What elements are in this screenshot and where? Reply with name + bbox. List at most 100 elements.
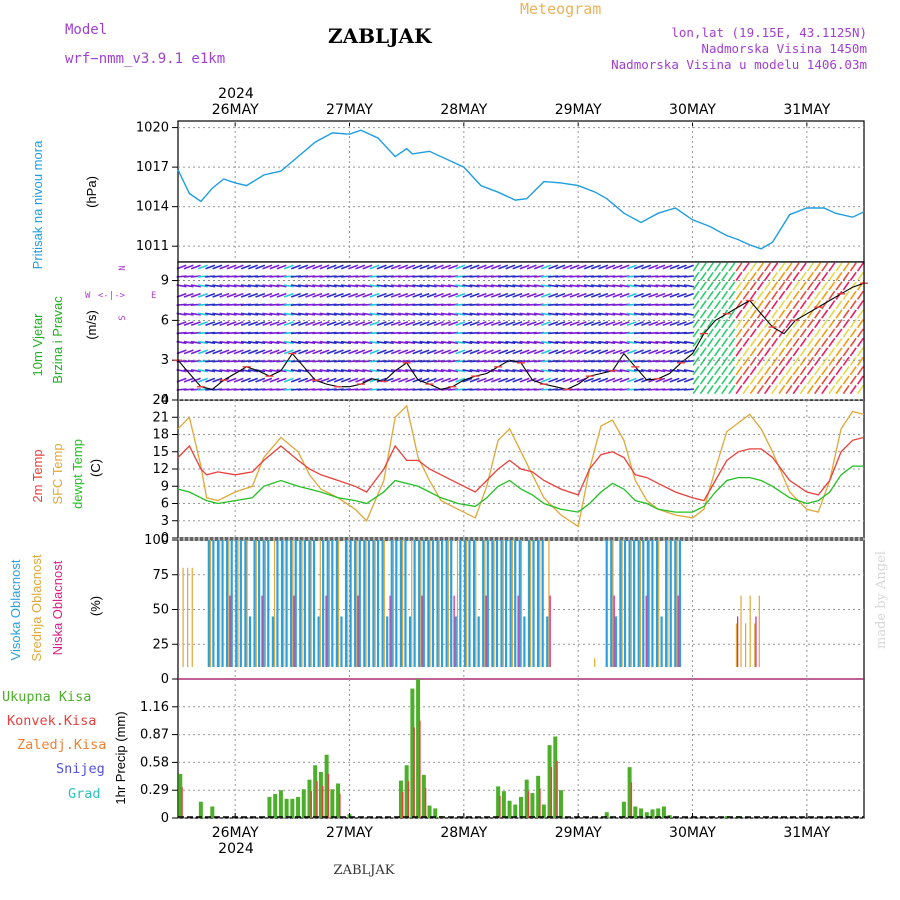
wind-barb (749, 366, 757, 376)
wind-barb (305, 292, 316, 298)
cloud-high-bar (212, 540, 215, 667)
wind-barb (735, 271, 743, 281)
wind-barb (526, 264, 537, 270)
precip-conv-bar (539, 788, 541, 818)
wind-barb (519, 292, 530, 298)
wind-barb (828, 385, 836, 395)
wind-barb (240, 321, 251, 327)
cloud-high-bar (276, 540, 279, 667)
wind-barb (269, 321, 280, 327)
compass-e: E (151, 291, 156, 301)
wind-barb (426, 292, 437, 298)
wind-barb (640, 312, 652, 316)
wind-barb (806, 328, 814, 338)
wind-barb (183, 292, 194, 298)
wind-barb (828, 328, 836, 338)
wind-barb (333, 349, 344, 355)
wind-barb (756, 281, 764, 291)
wind-barb (512, 349, 523, 355)
wind-barb (641, 264, 652, 270)
wind-barb (806, 300, 814, 310)
wind-barb (806, 290, 814, 300)
wind-barb (233, 264, 244, 270)
wind-title-1: 10m Vjetar (30, 313, 45, 377)
wind-barb (749, 319, 757, 329)
precip-bar (627, 767, 632, 818)
wind-barb (555, 264, 566, 270)
wind-barb (721, 385, 729, 395)
wind-barb (247, 284, 259, 288)
wind-barb (835, 262, 843, 272)
wind-barb (764, 375, 772, 385)
wind-barb (455, 349, 466, 355)
wind-barb (605, 312, 616, 316)
cloud-high-bar (258, 540, 261, 667)
wind-barb (849, 319, 857, 329)
wind-barb (398, 264, 409, 270)
precip-bar (273, 794, 278, 818)
wind-barb (713, 385, 722, 395)
cloud-high-bar (303, 540, 306, 667)
wind-barb (340, 312, 352, 316)
wind-barb (590, 340, 602, 345)
wind-barb (612, 312, 623, 316)
wind-barb (333, 292, 344, 298)
wind-barb (412, 312, 423, 316)
wind-barb (297, 340, 309, 345)
wind-barb (785, 262, 793, 272)
wind-barb (298, 377, 309, 383)
wind-barb (792, 300, 800, 310)
wind-barb (490, 312, 502, 316)
wind-barb (806, 356, 814, 366)
wind-barb (476, 264, 487, 270)
wind-barb (276, 312, 287, 316)
wind-barb (455, 340, 466, 345)
cloud-high-bar (509, 540, 512, 667)
wind-barb (541, 321, 551, 327)
wind-barb (491, 321, 501, 327)
wind-barb (842, 328, 850, 338)
wind-barb (814, 309, 822, 319)
wind-barb (190, 264, 201, 270)
wind-barb (828, 281, 836, 291)
wind-barb (785, 385, 793, 395)
wind-barb (662, 292, 673, 298)
wind-barb (728, 262, 736, 272)
wind-barb (721, 290, 729, 300)
wind-barb (383, 284, 394, 288)
wind-barb (806, 309, 814, 319)
wind-barb (583, 321, 594, 327)
wind-barb (721, 328, 729, 338)
precip-panel: 0 0.29 0.58 0.87 1.16 (140, 679, 864, 826)
cloud-mid-bar (228, 540, 230, 667)
y-tick-label: 15 (152, 445, 169, 460)
wind-barb (312, 292, 323, 298)
wind-barb (362, 284, 373, 288)
wind-barb (540, 312, 552, 316)
wind-barb (605, 349, 616, 355)
wind-barb (190, 292, 201, 298)
wind-barb (699, 271, 707, 281)
wind-barb (771, 309, 779, 319)
wind-barb (483, 377, 494, 383)
wind-barb (491, 349, 501, 355)
cloud-mid-bar (264, 540, 267, 667)
precip-bar (724, 816, 729, 818)
precip-bar (290, 798, 295, 818)
wind-barb (541, 292, 551, 298)
cloud-high-bar (386, 616, 389, 667)
wind-barb (683, 275, 694, 278)
cloud-mid-bar (745, 623, 747, 667)
cloud-high-bar (655, 540, 659, 667)
precip-bar (198, 801, 203, 818)
wind-barb (462, 369, 473, 373)
wind-barb (255, 284, 266, 288)
cloud-high-bar (262, 540, 265, 667)
wind-barb (419, 292, 430, 298)
wind-barb (262, 349, 273, 355)
wind-barb (842, 281, 850, 291)
wind-barb (183, 321, 194, 327)
wind-barb (448, 292, 459, 298)
wind-barb (778, 375, 786, 385)
wind-barb (512, 377, 523, 383)
